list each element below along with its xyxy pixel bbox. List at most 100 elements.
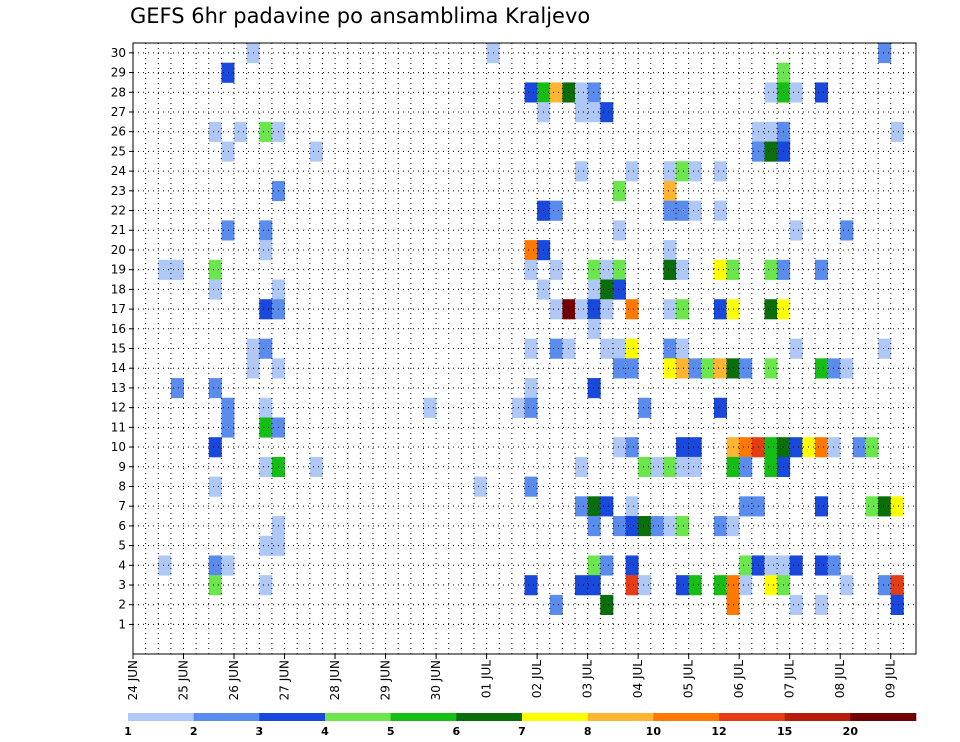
heatmap-cell [663,180,677,202]
heatmap-cell [259,397,273,418]
heatmap-cell [259,417,273,438]
heatmap-cells [158,43,904,615]
heatmap-cell [764,259,778,280]
heatmap-cell [663,259,677,280]
legend-label: 12 [711,725,726,738]
heatmap-cell [789,220,803,241]
heatmap-cell [600,338,614,359]
heatmap-cell [814,594,828,615]
heatmap-cell [625,555,639,576]
heatmap-cell [587,318,601,340]
y-tick-label: 23 [111,184,126,198]
heatmap-cell [713,259,727,280]
x-tick-label: 28 JUN [328,660,342,700]
heatmap-cell [739,496,753,517]
heatmap-cell [663,338,677,359]
y-tick-label: 19 [111,263,126,277]
y-tick-label: 28 [111,85,126,99]
heatmap-cell [739,437,753,458]
heatmap-cell [221,417,235,438]
heatmap-cell [688,575,702,596]
heatmap-cell [625,575,639,596]
heatmap-cell [814,496,828,517]
heatmap-cell [764,141,778,162]
heatmap-cell [575,161,589,182]
heatmap-cell [221,141,235,162]
y-tick-label: 12 [111,401,126,415]
heatmap-cell [575,456,589,478]
heatmap-cell [789,555,803,576]
heatmap-cell [309,456,323,478]
legend-swatch [784,713,851,721]
heatmap-cell [764,299,778,320]
heatmap-cell [524,397,538,418]
heatmap-cell [587,102,601,123]
heatmap-cell [688,200,702,221]
legend-swatch [653,713,720,721]
heatmap-cell [688,456,702,478]
heatmap-cell [638,456,652,478]
heatmap-cell [221,62,235,83]
heatmap-cell [612,180,626,202]
legend-label: 5 [387,725,395,738]
heatmap-cell [663,161,677,182]
heatmap-cell [587,259,601,280]
heatmap-cell [663,200,677,221]
heatmap-cell [612,358,626,379]
heatmap-cell [575,496,589,517]
y-tick-label: 22 [111,204,126,218]
heatmap-cell [524,240,538,261]
heatmap-cell [524,259,538,280]
y-tick-label: 18 [111,282,126,296]
heatmap-cell [688,161,702,182]
heatmap-cell [208,279,222,300]
heatmap-cell [549,200,563,221]
legend-swatch [587,713,654,721]
heatmap-cell [600,496,614,517]
heatmap-cell [878,496,892,517]
heatmap-cell [600,259,614,280]
heatmap-cell [878,43,892,64]
heatmap-cell [713,575,727,596]
heatmap-cell [713,161,727,182]
heatmap-cell [852,437,866,458]
legend-label: 7 [518,725,526,738]
y-tick-label: 27 [111,105,126,119]
heatmap-cell [739,358,753,379]
heatmap-cell [739,575,753,596]
x-tick-label: 07 JUL [783,660,797,698]
heatmap-cell [158,259,172,280]
heatmap-cell [676,259,690,280]
heatmap-cell [600,279,614,300]
y-tick-label: 11 [111,420,126,434]
heatmap-cell [575,575,589,596]
y-tick-label: 1 [118,617,126,631]
heatmap-cell [789,338,803,359]
legend-swatch [850,713,917,721]
heatmap-cell [789,594,803,615]
legend-label: 2 [190,725,198,738]
y-tick-label: 8 [118,479,126,493]
x-tick-label: 06 JUL [732,660,746,698]
heatmap-cell [739,456,753,478]
heatmap-cell [878,338,892,359]
heatmap-cell [764,121,778,142]
heatmap-cell [549,594,563,615]
heatmap-cell [208,555,222,576]
heatmap-cell [221,555,235,576]
y-tick-label: 4 [118,558,126,572]
heatmap-cell [713,200,727,221]
heatmap-cell [814,82,828,103]
heatmap-cell [625,437,639,458]
heatmap-cell [259,220,273,241]
heatmap-cell [650,456,664,478]
heatmap-cell [208,378,222,399]
y-tick-label: 26 [111,125,126,139]
x-tick-label: 25 JUN [177,660,191,700]
heatmap-cell [600,102,614,123]
heatmap-cell [259,338,273,359]
heatmap-cell [600,594,614,615]
y-tick-label: 15 [111,342,126,356]
heatmap-cell [600,299,614,320]
chart-title: GEFS 6hr padavine po ansamblima Kraljevo [130,4,591,28]
